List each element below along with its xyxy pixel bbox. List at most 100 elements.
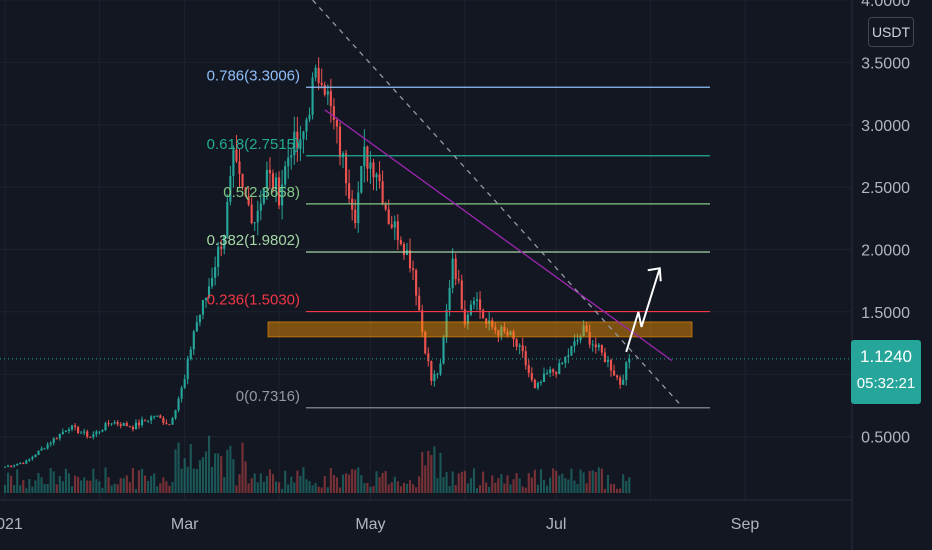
volume-bar (341, 474, 345, 493)
candle-body (22, 463, 25, 465)
candle-body (494, 327, 497, 331)
volume-bar (594, 472, 597, 493)
candle-body (482, 309, 485, 319)
candle-body (6, 465, 10, 467)
volume-bar (375, 471, 378, 493)
volume-bar (570, 468, 573, 493)
candle-body (348, 183, 351, 199)
candle-body (46, 444, 49, 449)
volume-bar (55, 484, 58, 493)
volume-bar (612, 484, 616, 493)
fib-level-label: 0(0.7316) (236, 388, 300, 405)
candle-body (180, 387, 183, 399)
candle-body (147, 420, 150, 422)
projection-arrow-head (647, 267, 662, 282)
candle-body (61, 431, 64, 434)
volume-bar (10, 475, 13, 493)
candle-body (448, 287, 451, 310)
volume-bar (265, 476, 268, 493)
volume-bar (268, 469, 272, 493)
candle-body (177, 398, 180, 411)
volume-bar (320, 487, 323, 493)
volume-bar (287, 484, 290, 493)
volume-bar (625, 480, 628, 493)
x-tick-label: Sep (731, 516, 760, 533)
volume-bar (609, 483, 613, 493)
resistance-trendline[interactable] (324, 109, 673, 362)
volume-bar (585, 483, 588, 493)
volume-bar (415, 487, 418, 493)
candle-body (375, 174, 378, 178)
candle-body (396, 221, 399, 241)
volume-bar (40, 477, 43, 493)
volume-bar (360, 474, 363, 493)
volume-bar (442, 477, 445, 493)
candle-body (101, 430, 104, 432)
volume-bar (37, 472, 40, 493)
diagonal-guide-line[interactable] (312, 0, 682, 406)
candle-body (34, 454, 37, 457)
volume-bar (46, 483, 49, 493)
candle-body (86, 431, 89, 437)
y-tick-label: 0.5000 (861, 430, 910, 447)
candle-body (475, 299, 479, 301)
candle-body (55, 438, 58, 440)
candle-body (606, 359, 610, 362)
candle-body (405, 250, 409, 256)
candle-body (497, 330, 500, 336)
volume-bar (533, 469, 536, 493)
candle-body (509, 331, 512, 336)
volume-bar (451, 471, 454, 493)
candle-body (515, 339, 518, 347)
volume-bar (567, 479, 570, 493)
volume-bar (223, 477, 226, 493)
candle-body (217, 246, 220, 268)
currency-badge[interactable]: USDT (868, 17, 914, 47)
candle-body (506, 331, 509, 336)
candle-body (500, 326, 503, 336)
projection-arrow[interactable] (625, 267, 661, 353)
volume-bar (229, 445, 232, 493)
volume-bar (204, 451, 208, 493)
candle-body (454, 258, 457, 280)
volume-bar (244, 461, 247, 493)
volume-bar (86, 480, 89, 493)
last-price-label: 1.1240 (860, 347, 912, 366)
fib-level-label: 0.382(1.9802) (207, 232, 300, 249)
candle-body (299, 139, 302, 149)
candle-body (110, 423, 113, 425)
candle-body (469, 304, 472, 315)
candle-body (335, 119, 338, 127)
candle-body (320, 82, 323, 86)
candle-body (442, 337, 445, 364)
volume-bar (555, 470, 558, 493)
volume-bar (561, 473, 564, 493)
volume-bar (125, 475, 128, 493)
volume-bar (180, 468, 183, 493)
candle-body (165, 423, 168, 425)
candle-body (150, 416, 153, 421)
candle-body (521, 345, 524, 352)
volume-bar (518, 478, 521, 493)
support-zone[interactable] (267, 321, 693, 338)
candle-body (89, 436, 92, 438)
volume-bar (189, 444, 192, 493)
candle-body (128, 426, 131, 428)
volume-bar (588, 470, 591, 493)
volume-bar (183, 458, 186, 493)
volume-bar (314, 482, 317, 493)
volume-bar (131, 467, 134, 493)
volume-bar (247, 483, 250, 493)
volume-bar (472, 468, 476, 493)
volume-bar (369, 486, 372, 493)
volume-bar (22, 480, 25, 493)
candle-body (491, 320, 494, 328)
candle-body (530, 373, 533, 380)
candle-body (201, 300, 205, 315)
candle-body (83, 431, 86, 433)
candle-body (290, 155, 293, 158)
candle-body (445, 309, 448, 338)
candle-body (28, 458, 31, 461)
candle-body (271, 173, 275, 190)
